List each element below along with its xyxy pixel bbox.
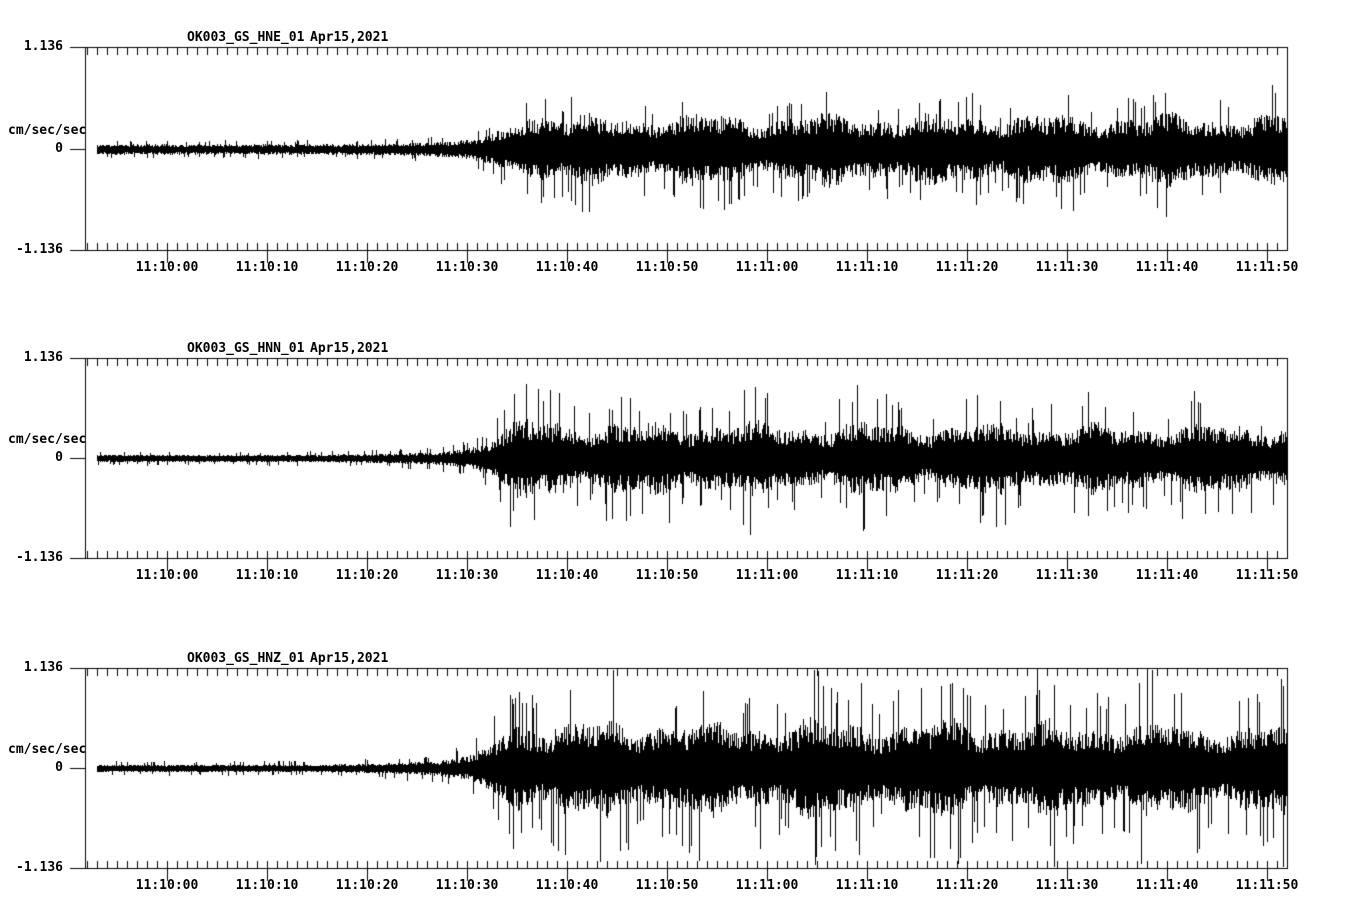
x-tick-label: 11:10:50 bbox=[635, 260, 699, 275]
y-axis-unit-label: cm/sec/sec bbox=[8, 742, 87, 757]
x-tick-label: 11:11:20 bbox=[935, 568, 999, 583]
y-axis-min-label: -1.136 bbox=[16, 242, 63, 257]
x-tick-label: 11:11:00 bbox=[735, 568, 799, 583]
y-axis-max-label: 1.136 bbox=[23, 39, 63, 54]
x-tick-label: 11:11:40 bbox=[1135, 568, 1199, 583]
x-tick-label: 11:11:00 bbox=[735, 260, 799, 275]
y-axis-zero-label: 0 bbox=[55, 450, 63, 465]
x-tick-label: 11:11:10 bbox=[835, 878, 899, 893]
panel-title: OK003_GS_HNE_01 bbox=[187, 30, 305, 45]
x-tick-label: 11:10:00 bbox=[135, 260, 199, 275]
x-tick-label: 11:10:20 bbox=[335, 878, 399, 893]
x-tick-label: 11:11:40 bbox=[1135, 260, 1199, 275]
x-tick-label: 11:11:30 bbox=[1035, 568, 1099, 583]
x-tick-label: 11:10:00 bbox=[135, 878, 199, 893]
y-axis-zero-label: 0 bbox=[55, 760, 63, 775]
panel-title: OK003_GS_HNZ_01 bbox=[187, 651, 305, 666]
x-tick-label: 11:11:30 bbox=[1035, 260, 1099, 275]
x-tick-label: 11:11:30 bbox=[1035, 878, 1099, 893]
x-tick-label: 11:10:10 bbox=[235, 568, 299, 583]
panel-date-label: Apr15,2021 bbox=[310, 30, 389, 45]
y-axis-zero-label: 0 bbox=[55, 141, 63, 156]
x-tick-label: 11:10:40 bbox=[535, 260, 599, 275]
panel-title: OK003_GS_HNN_01 bbox=[187, 341, 305, 356]
x-tick-label: 11:10:30 bbox=[435, 568, 499, 583]
x-tick-label: 11:10:30 bbox=[435, 878, 499, 893]
y-axis-unit-label: cm/sec/sec bbox=[8, 432, 87, 447]
x-tick-label: 11:10:40 bbox=[535, 568, 599, 583]
y-axis-max-label: 1.136 bbox=[23, 660, 63, 675]
x-tick-label: 11:11:10 bbox=[835, 568, 899, 583]
x-tick-label: 11:11:20 bbox=[935, 260, 999, 275]
x-tick-label: 11:10:50 bbox=[635, 878, 699, 893]
y-axis-min-label: -1.136 bbox=[16, 860, 63, 875]
x-tick-label: 11:11:10 bbox=[835, 260, 899, 275]
x-tick-label: 11:11:50 bbox=[1235, 568, 1299, 583]
x-tick-label: 11:10:10 bbox=[235, 260, 299, 275]
x-tick-label: 11:11:50 bbox=[1235, 878, 1299, 893]
x-tick-label: 11:10:10 bbox=[235, 878, 299, 893]
x-tick-label: 11:10:20 bbox=[335, 260, 399, 275]
panel-date-label: Apr15,2021 bbox=[310, 341, 389, 356]
x-tick-label: 11:11:40 bbox=[1135, 878, 1199, 893]
x-tick-label: 11:11:20 bbox=[935, 878, 999, 893]
y-axis-min-label: -1.136 bbox=[16, 550, 63, 565]
panel-date-label: Apr15,2021 bbox=[310, 651, 389, 666]
x-tick-label: 11:10:30 bbox=[435, 260, 499, 275]
x-tick-label: 11:10:50 bbox=[635, 568, 699, 583]
x-tick-label: 11:10:20 bbox=[335, 568, 399, 583]
x-tick-label: 11:10:40 bbox=[535, 878, 599, 893]
x-tick-label: 11:10:00 bbox=[135, 568, 199, 583]
y-axis-unit-label: cm/sec/sec bbox=[8, 123, 87, 138]
y-axis-max-label: 1.136 bbox=[23, 350, 63, 365]
x-tick-label: 11:11:50 bbox=[1235, 260, 1299, 275]
x-tick-label: 11:11:00 bbox=[735, 878, 799, 893]
